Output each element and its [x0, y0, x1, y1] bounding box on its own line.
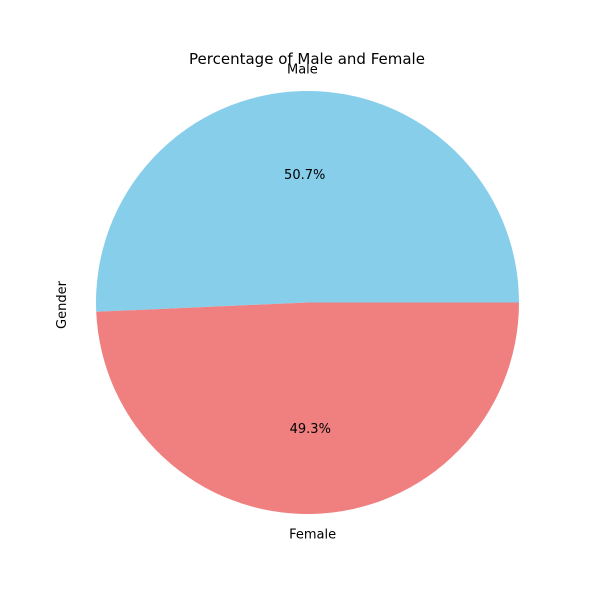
slice-percent-female: 49.3% [290, 422, 331, 437]
pie-labels: Male 50.7% Female 49.3% [284, 62, 336, 542]
y-axis-label: Gender [55, 280, 70, 329]
slice-label-female: Female [289, 528, 336, 543]
slice-label-male: Male [287, 62, 318, 77]
pie-slice-male [95, 91, 519, 312]
chart-title: Percentage of Male and Female [189, 50, 425, 68]
slice-percent-male: 50.7% [284, 168, 325, 183]
pie-slice-female [96, 302, 520, 515]
pie-slices [95, 91, 520, 515]
